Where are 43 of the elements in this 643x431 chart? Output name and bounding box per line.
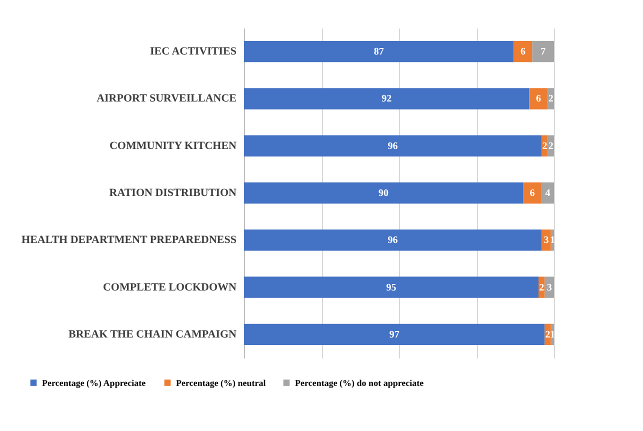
data-label: 87 xyxy=(374,46,384,58)
y-tick-label: IEC ACTIVITIES xyxy=(150,46,236,58)
bar xyxy=(514,40,532,62)
data-label: 7 xyxy=(540,46,546,58)
y-tick-label: AIRPORT SURVEILLANCE xyxy=(96,92,236,105)
data-label: 6 xyxy=(536,94,541,105)
legend-label: Percentage (%) do not appreciate xyxy=(295,378,424,388)
data-label: 2 xyxy=(548,94,554,105)
bar xyxy=(532,40,554,62)
legend-label: Percentage (%) Appreciate xyxy=(42,378,146,388)
data-label: 3 xyxy=(544,235,549,246)
bar xyxy=(244,230,542,251)
data-label: 2 xyxy=(542,140,548,152)
legend-label: Percentage (%) neutral xyxy=(176,378,266,388)
data-label: 2 xyxy=(539,282,544,294)
bar xyxy=(244,40,514,62)
data-label: 4 xyxy=(545,188,550,199)
bar xyxy=(244,276,538,298)
data-label: 2 xyxy=(548,140,554,152)
bar xyxy=(542,182,554,204)
data-label: 95 xyxy=(386,282,396,294)
data-label: 6 xyxy=(520,46,526,58)
bar xyxy=(244,135,542,156)
data-label: 96 xyxy=(388,140,398,152)
bar xyxy=(544,276,554,298)
data-label: 97 xyxy=(389,329,400,340)
data-label: 6 xyxy=(530,188,535,199)
y-tick-label: RATION DISTRIBUTION xyxy=(109,187,237,199)
data-label: 90 xyxy=(378,188,388,199)
y-tick-label: COMPLETE LOCKDOWN xyxy=(102,281,237,294)
data-label: 96 xyxy=(388,235,398,246)
bar xyxy=(529,88,548,110)
bar xyxy=(244,324,545,346)
y-tick-label: COMMUNITY KITCHEN xyxy=(109,140,237,152)
bar xyxy=(244,88,530,110)
bar xyxy=(542,230,551,251)
bar xyxy=(523,182,542,204)
data-label: 92 xyxy=(382,94,392,105)
y-tick-label: BREAK THE CHAIN CAMPAIGN xyxy=(68,328,237,340)
y-tick-label: HEALTH DEPARTMENT PREPAREDNESS xyxy=(22,234,236,246)
data-label: 2 xyxy=(545,329,550,340)
data-label: 3 xyxy=(546,282,552,294)
bar xyxy=(244,182,523,204)
